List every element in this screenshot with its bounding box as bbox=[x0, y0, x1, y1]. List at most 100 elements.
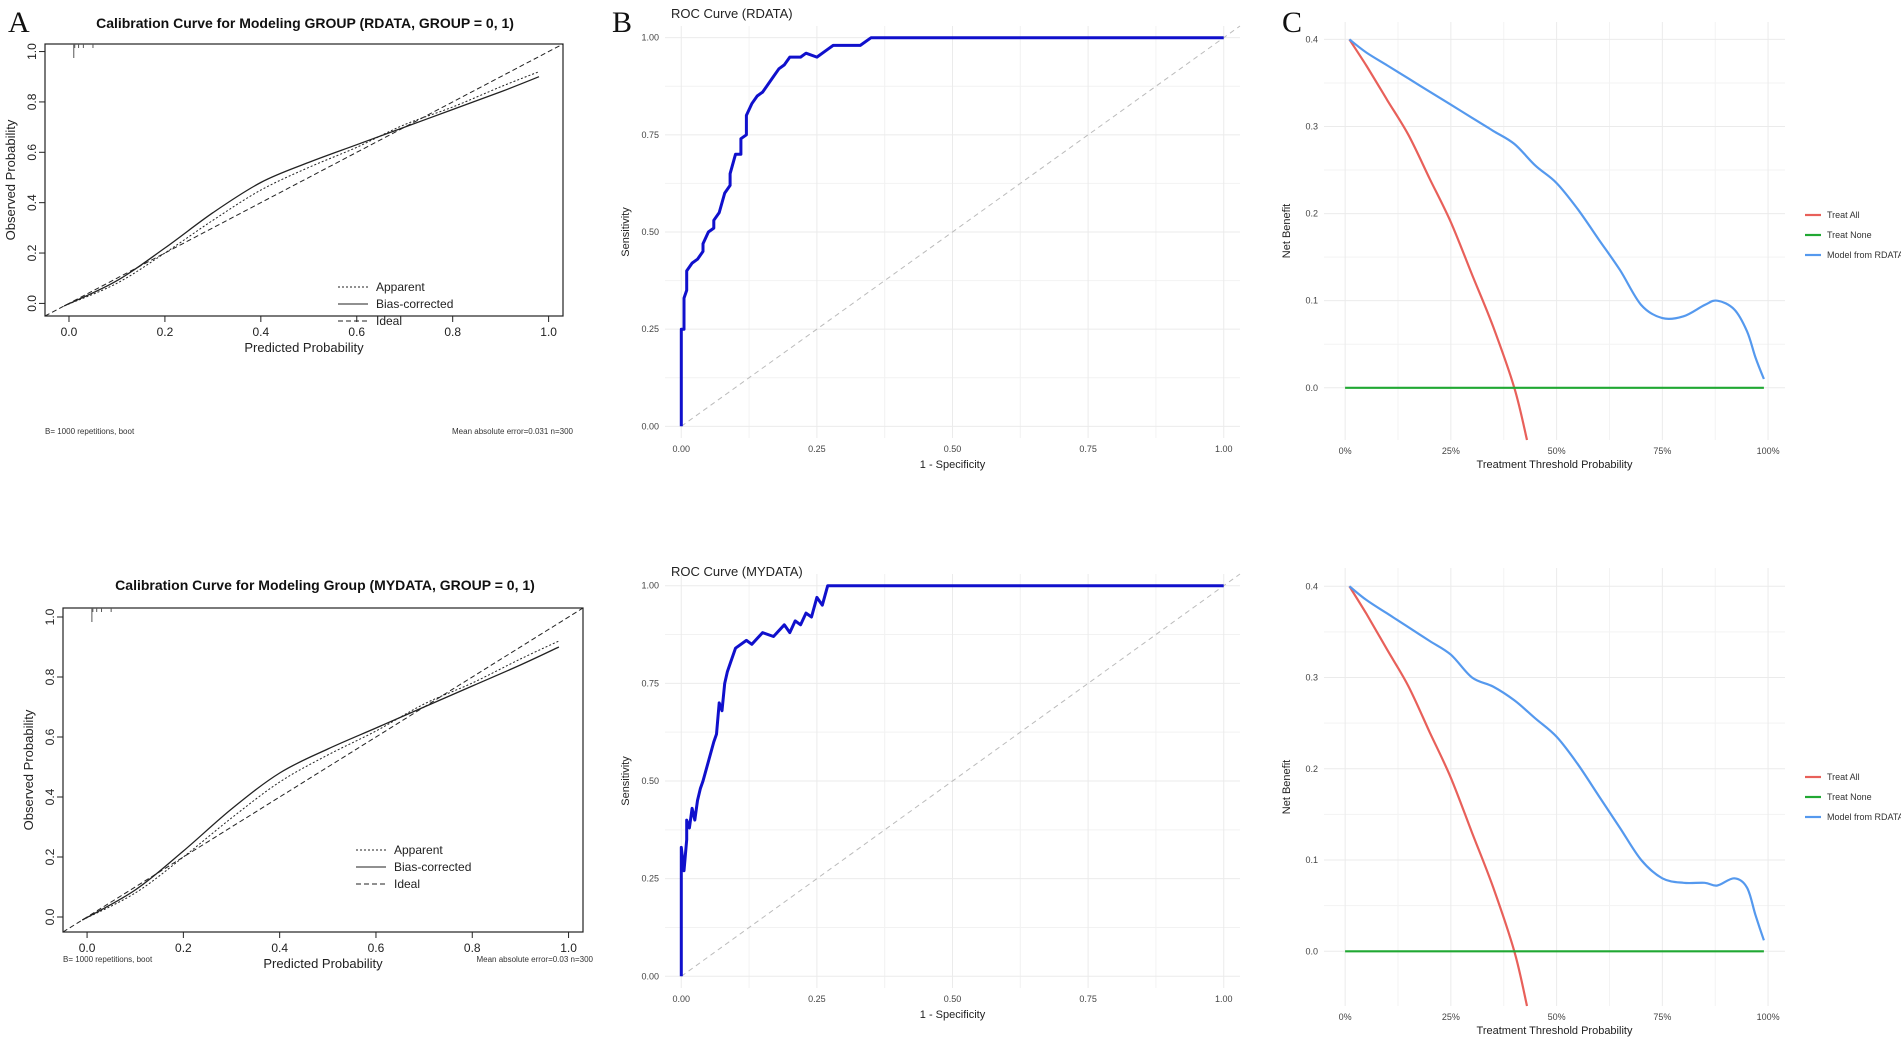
series-roc bbox=[679, 36, 1224, 427]
x-tick-label: 0.0 bbox=[61, 325, 78, 339]
x-tick-label: 0.2 bbox=[157, 325, 174, 339]
series-model-from-rdata bbox=[1348, 38, 1765, 380]
x-tick-label: 1.00 bbox=[1215, 444, 1233, 454]
x-tick-label: 0.2 bbox=[175, 941, 192, 955]
x-tick-label: 25% bbox=[1442, 1012, 1460, 1022]
y-tick-label: 0.2 bbox=[1305, 764, 1318, 774]
chart-title: Calibration Curve for Modeling GROUP (RD… bbox=[96, 15, 514, 31]
x-tick-label: 0.8 bbox=[444, 325, 461, 339]
x-tick-label: 0.4 bbox=[271, 941, 288, 955]
x-axis-title: Predicted Probability bbox=[244, 340, 364, 355]
legend-label: Treat All bbox=[1827, 210, 1860, 220]
y-tick-label: 0.4 bbox=[1305, 34, 1318, 44]
x-axis-title: Treatment Threshold Probability bbox=[1477, 459, 1633, 471]
legend-label: Treat None bbox=[1827, 230, 1872, 240]
series-apparent bbox=[82, 640, 560, 921]
legend-label: Ideal bbox=[394, 877, 420, 891]
y-tick-label: 0.8 bbox=[25, 93, 39, 110]
series-diagonal bbox=[681, 25, 1241, 427]
y-axis-title: Net Benefit bbox=[1281, 204, 1293, 258]
y-tick-label: 1.00 bbox=[641, 581, 659, 591]
y-tick-label: 1.0 bbox=[43, 608, 57, 625]
y-tick-label: 1.00 bbox=[641, 33, 659, 43]
y-tick-label: 0.75 bbox=[641, 130, 659, 140]
y-tick-label: 0.0 bbox=[1305, 946, 1318, 956]
x-tick-label: 25% bbox=[1442, 446, 1460, 456]
y-tick-label: 0.4 bbox=[1305, 581, 1318, 591]
y-tick-label: 0.50 bbox=[641, 227, 659, 237]
footer-left: B= 1000 repetitions, boot bbox=[63, 955, 153, 964]
x-tick-label: 100% bbox=[1757, 1012, 1780, 1022]
legend-label: Model from RDATA bbox=[1827, 250, 1901, 260]
legend-label: Treat None bbox=[1827, 792, 1872, 802]
x-tick-label: 0.75 bbox=[1079, 994, 1097, 1004]
x-tick-label: 0% bbox=[1339, 1012, 1352, 1022]
y-tick-label: 0.0 bbox=[25, 295, 39, 312]
x-tick-label: 100% bbox=[1757, 446, 1780, 456]
plot-frame bbox=[62, 607, 584, 933]
x-tick-label: 75% bbox=[1653, 1012, 1671, 1022]
x-tick-label: 0.00 bbox=[673, 994, 691, 1004]
x-tick-label: 1.0 bbox=[540, 325, 557, 339]
legend-label: Model from RDATA bbox=[1827, 812, 1901, 822]
panel-letter-b: B bbox=[612, 6, 633, 39]
y-tick-label: 0.2 bbox=[25, 244, 39, 261]
y-tick-label: 0.00 bbox=[641, 421, 659, 431]
x-tick-label: 0.25 bbox=[808, 444, 826, 454]
y-axis-title: Sensitivity bbox=[620, 207, 632, 257]
y-tick-label: 1.0 bbox=[25, 43, 39, 60]
y-axis-title: Observed Probability bbox=[3, 119, 18, 240]
x-tick-label: 75% bbox=[1653, 446, 1671, 456]
x-tick-label: 0.50 bbox=[944, 444, 962, 454]
plot-frame bbox=[44, 43, 564, 317]
panel-letter-c: C bbox=[1282, 6, 1303, 39]
chart-title: Calibration Curve for Modeling Group (MY… bbox=[115, 577, 535, 593]
x-axis-title: 1 - Specificity bbox=[920, 459, 986, 471]
y-tick-label: 0.8 bbox=[43, 668, 57, 685]
legend-label: Treat All bbox=[1827, 772, 1860, 782]
y-axis-title: Net Benefit bbox=[1281, 760, 1293, 814]
series-apparent bbox=[64, 71, 540, 307]
x-tick-label: 1.00 bbox=[1215, 994, 1233, 1004]
x-axis-title: Treatment Threshold Probability bbox=[1477, 1025, 1633, 1037]
x-tick-label: 0.50 bbox=[944, 994, 962, 1004]
y-axis-title: Observed Probability bbox=[21, 709, 36, 830]
y-tick-label: 0.75 bbox=[641, 678, 659, 688]
y-tick-label: 0.4 bbox=[25, 194, 39, 211]
x-tick-label: 50% bbox=[1548, 1012, 1566, 1022]
series-treat-all bbox=[1348, 38, 1529, 441]
cal_rdata-chart: Calibration Curve for Modeling GROUP (RD… bbox=[3, 15, 574, 436]
y-tick-label: 0.6 bbox=[43, 728, 57, 745]
x-tick-label: 50% bbox=[1548, 446, 1566, 456]
y-tick-label: 0.50 bbox=[641, 776, 659, 786]
x-tick-label: 0.00 bbox=[673, 444, 691, 454]
legend-label: Bias-corrected bbox=[376, 297, 453, 311]
x-tick-label: 0.75 bbox=[1079, 444, 1097, 454]
series-bias-corrected bbox=[63, 76, 540, 307]
series-ideal bbox=[62, 607, 584, 933]
y-tick-label: 0.2 bbox=[1305, 209, 1318, 219]
y-tick-label: 0.6 bbox=[25, 144, 39, 161]
x-tick-label: 0.25 bbox=[808, 994, 826, 1004]
y-tick-label: 0.1 bbox=[1305, 296, 1318, 306]
chart-title: ROC Curve (RDATA) bbox=[671, 6, 793, 21]
series-ideal bbox=[44, 43, 564, 317]
x-tick-label: 0.0 bbox=[79, 941, 96, 955]
y-tick-label: 0.0 bbox=[43, 908, 57, 925]
x-tick-label: 0.4 bbox=[252, 325, 269, 339]
legend-label: Apparent bbox=[376, 280, 425, 294]
legend-label: Apparent bbox=[394, 843, 443, 857]
dca_rdata-chart: 0% 25% 50% 75% 100% 0.0 0.1 0.2 0.3 0.4 Treatment … bbox=[1281, 22, 1901, 471]
series-bias-corrected bbox=[81, 646, 560, 921]
y-tick-label: 0.2 bbox=[43, 848, 57, 865]
y-tick-label: 0.3 bbox=[1305, 122, 1318, 132]
legend-label: Ideal bbox=[376, 314, 402, 328]
series-model-from-rdata bbox=[1348, 585, 1765, 941]
y-tick-label: 0.00 bbox=[641, 971, 659, 981]
footer-right: Mean absolute error=0.03 n=300 bbox=[476, 955, 593, 964]
chart-title: ROC Curve (MYDATA) bbox=[671, 564, 803, 579]
footer-left: B= 1000 repetitions, boot bbox=[45, 427, 135, 436]
series-treat-all bbox=[1348, 585, 1529, 1007]
cal_mydata-chart: Calibration Curve for Modeling Group (MY… bbox=[21, 577, 594, 971]
